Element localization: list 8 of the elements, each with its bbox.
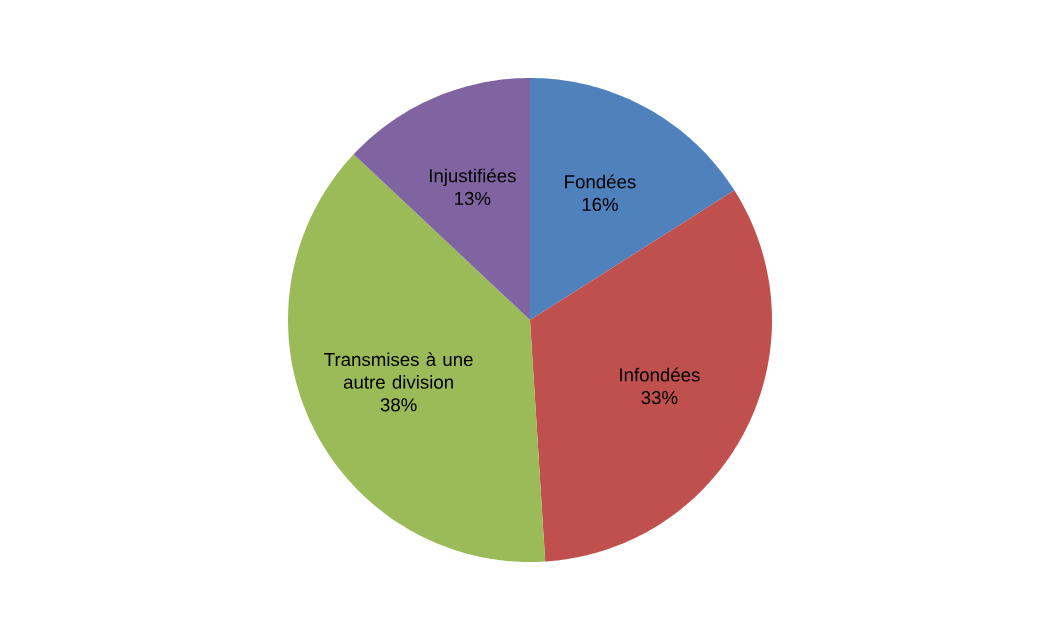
- data-label: 33%: [641, 390, 678, 405]
- data-label: 38%: [380, 398, 417, 412]
- slice-label: Infondées: [620, 367, 700, 382]
- data-label: 13%: [455, 191, 491, 206]
- slice-label: Injustifiées: [429, 168, 516, 187]
- data-label: 16%: [582, 197, 618, 212]
- slice-label: Fondées: [565, 174, 636, 189]
- slice-label: Transmises à une autre division: [324, 352, 473, 389]
